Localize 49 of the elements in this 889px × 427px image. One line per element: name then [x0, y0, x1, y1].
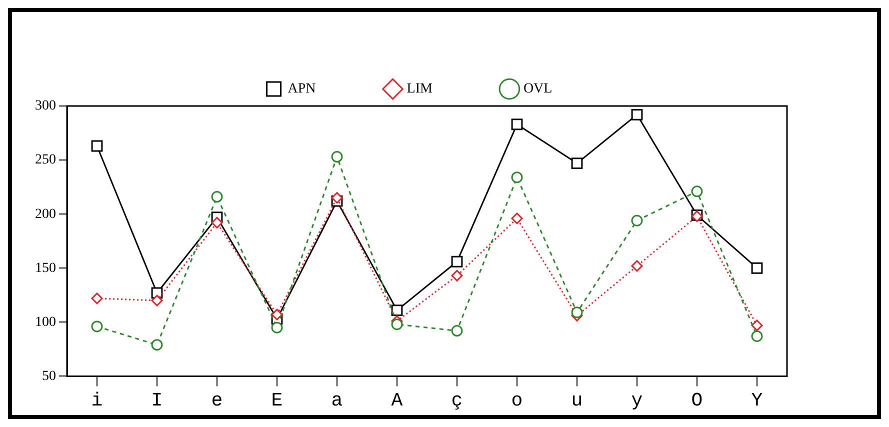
point: [331, 192, 343, 204]
point: [331, 151, 343, 163]
point: [751, 330, 763, 342]
point: [391, 304, 403, 316]
point: [151, 339, 163, 351]
legend-label: APN: [288, 82, 316, 97]
x-tick-label: ç: [451, 390, 463, 412]
point: [211, 191, 223, 203]
x-tick-label: a: [331, 390, 343, 412]
legend-label: LIM: [406, 82, 433, 97]
point: [211, 216, 223, 228]
x-tick-label: O: [691, 390, 703, 412]
x-tick-label: u: [571, 390, 583, 412]
point: [91, 140, 103, 152]
point: [91, 292, 103, 304]
y-tick-label: 50: [42, 368, 56, 384]
point: [631, 260, 643, 272]
point: [691, 186, 703, 198]
point: [511, 212, 523, 224]
point: [571, 158, 583, 169]
point: [631, 214, 643, 226]
point: [451, 270, 463, 282]
point: [631, 108, 643, 120]
point: [451, 325, 463, 337]
x-tick-label: Y: [751, 390, 764, 412]
x-tick-label: o: [511, 390, 523, 412]
point: [91, 320, 103, 332]
point: [511, 172, 523, 184]
point: [391, 318, 403, 330]
point: [271, 322, 283, 334]
x-tick-label: i: [91, 390, 103, 412]
point: [451, 256, 463, 268]
y-tick-label: 200: [35, 206, 56, 222]
legend-label: OVL: [523, 82, 552, 97]
x-tick-label: y: [631, 390, 643, 412]
y-tick-label: 100: [35, 314, 56, 330]
point: [511, 118, 523, 130]
x-tick-label: E: [271, 390, 283, 412]
x-tick-label: e: [211, 390, 223, 412]
point: [151, 294, 163, 306]
point: [751, 320, 763, 332]
y-tick-label: 250: [35, 152, 56, 168]
y-tick-label: 300: [35, 98, 56, 114]
point: [571, 306, 583, 318]
x-tick-label: A: [391, 390, 404, 412]
x-tick-label: I: [151, 390, 163, 412]
point: [751, 262, 763, 274]
point: [271, 308, 283, 320]
y-tick-label: 150: [35, 260, 56, 276]
